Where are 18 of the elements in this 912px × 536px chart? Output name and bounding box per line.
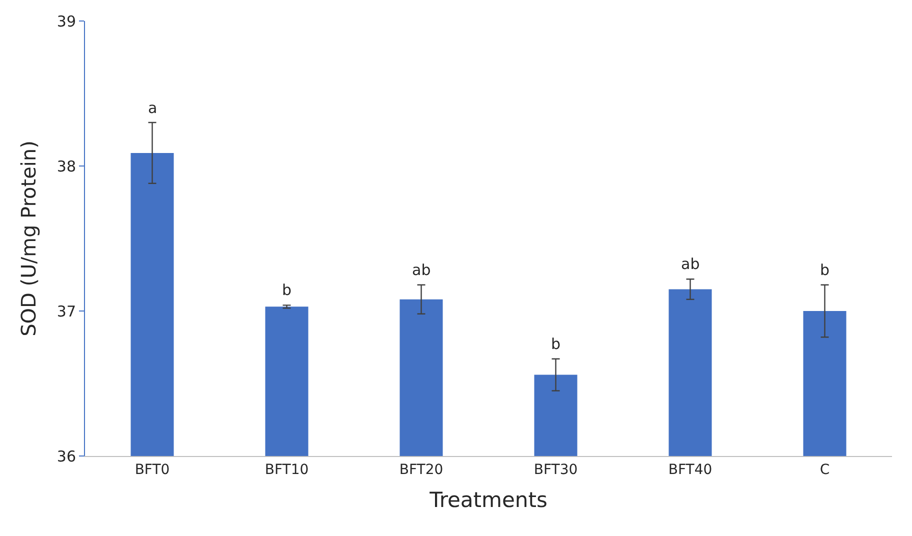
x-tick-label: BFT40 [668, 462, 712, 478]
annotation: b [820, 261, 830, 279]
y-tick-label: 39 [56, 12, 76, 30]
y-axis-title: SOD (U/mg Protein) [16, 140, 40, 336]
x-tick-label: BFT10 [264, 462, 309, 478]
annotation: a [148, 99, 158, 117]
y-tick-label: 37 [56, 302, 76, 320]
x-tick-label: BFT30 [534, 462, 578, 478]
x-tick-label: BFT20 [399, 462, 444, 478]
annotation: ab [681, 255, 700, 273]
annotation: ab [412, 261, 431, 279]
y-tick-label: 38 [56, 157, 76, 176]
x-axis-title: Treatments [428, 488, 548, 512]
x-tick-label: C [820, 462, 830, 478]
annotation: b [282, 281, 292, 299]
y-tick-label: 36 [56, 447, 76, 466]
annotation: b [551, 335, 561, 353]
x-tick-label: BFT0 [134, 462, 170, 478]
